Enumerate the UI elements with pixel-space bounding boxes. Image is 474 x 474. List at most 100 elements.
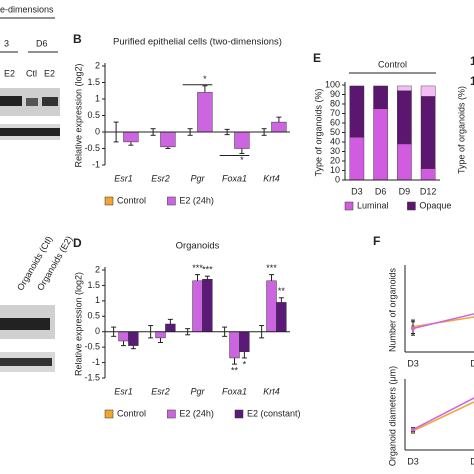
significance: *: [243, 359, 247, 369]
legend-label: Luminal: [357, 200, 389, 210]
legend-label: E2 (constant): [247, 408, 301, 418]
bar: [197, 92, 213, 133]
legend-label: E2 (24h): [179, 195, 214, 205]
blot-header: e-dimensions: [0, 4, 54, 14]
bar-segment: [349, 137, 365, 181]
bar: [234, 131, 250, 149]
line: [412, 313, 474, 330]
x-tick-label: D6: [470, 456, 474, 466]
x-tick-label: D12: [420, 186, 437, 196]
bar-segment: [397, 90, 412, 145]
blot-lane: Ctl: [26, 68, 37, 78]
y-tick-label: 100: [325, 79, 340, 89]
panel-letter: F: [373, 234, 380, 248]
line: [412, 397, 474, 431]
legend-swatch: [104, 196, 114, 206]
bar: [118, 331, 129, 342]
band: [0, 318, 50, 330]
bar-segment: [420, 85, 436, 97]
panel-letter: E: [313, 51, 321, 65]
blot-day: D6: [36, 38, 48, 48]
legend-label: Control: [117, 408, 146, 418]
y-tick-label: 60: [330, 117, 340, 127]
x-tick-label: Foxa1: [222, 386, 247, 396]
bar: [276, 302, 287, 332]
x-tick-label: Krt4: [263, 386, 280, 396]
y-tick-label: 0: [335, 174, 340, 184]
legend-swatch: [234, 409, 244, 419]
group-label: Control: [378, 59, 407, 69]
y-tick-label: 0: [95, 326, 100, 336]
legend-swatch: [407, 201, 416, 211]
y-tick-label: 1: [95, 93, 100, 103]
bar-segment: [420, 96, 436, 169]
band: [26, 98, 38, 106]
y-axis-label: Type of organoids (%): [313, 88, 323, 176]
blot-lane: E2: [4, 68, 15, 78]
bar-segment: [373, 85, 388, 109]
x-tick-label: Pgr: [190, 386, 205, 396]
x-tick-label: D6: [470, 358, 474, 368]
y-axis-label: Relative expression (log2): [73, 63, 83, 167]
bar: [160, 131, 176, 148]
y-tick-label: 40: [330, 136, 340, 146]
blot-day: 3: [4, 38, 9, 48]
y-axis-label: Type of organoids (%): [456, 86, 466, 174]
x-tick-label: Foxa1: [222, 173, 247, 183]
y-tick-label: 90: [330, 89, 340, 99]
band: [42, 97, 58, 106]
panel-letter: D: [73, 236, 82, 250]
x-tick-label: D3: [351, 186, 363, 196]
bar-segment: [397, 85, 412, 91]
x-tick-label: Pgr: [190, 173, 205, 183]
band: [0, 96, 22, 106]
significance: ***: [266, 263, 277, 273]
y-tick-label: 2: [95, 60, 100, 70]
significance: *: [240, 155, 244, 165]
y-tick-label: 1.5: [87, 280, 100, 290]
legend-swatch: [344, 201, 354, 211]
bar-segment: [420, 168, 436, 181]
tick-fragment: 1: [470, 54, 474, 68]
legend-label: Opaque: [419, 200, 451, 210]
legend-label: E2 (24h): [179, 408, 214, 418]
y-tick-label: 0.5: [87, 311, 100, 321]
line: [412, 401, 474, 432]
bar-segment: [397, 143, 412, 181]
blot-lane: E2: [44, 68, 55, 78]
y-axis-label: Organoid diameters (μm): [387, 366, 397, 466]
x-tick-label: Krt4: [263, 173, 280, 183]
bar: [271, 121, 287, 133]
point: [411, 427, 415, 432]
legend-swatch: [167, 409, 176, 419]
band: [0, 358, 52, 366]
y-tick-label: -0.5: [84, 342, 100, 352]
y-tick-label: 20: [330, 155, 340, 165]
legend-swatch: [104, 409, 114, 419]
chart-title: Purified epithelial cells (two-dimension…: [113, 37, 282, 48]
bar: [128, 331, 139, 346]
significance: ***: [192, 263, 203, 273]
x-tick-label: Esr1: [114, 386, 133, 396]
y-tick-label: 1.5: [87, 77, 100, 87]
y-tick-label: -1.5: [84, 372, 100, 382]
y-tick-label: 50: [330, 127, 340, 137]
significance: **: [231, 365, 239, 375]
point: [411, 326, 415, 331]
y-tick-label: 0.5: [87, 110, 100, 120]
x-tick-label: Esr1: [114, 173, 133, 183]
bar: [123, 131, 139, 143]
y-tick-label: 2: [95, 264, 100, 274]
y-axis-label: Relative expression (log2): [73, 272, 83, 376]
significance: ***: [202, 265, 213, 275]
bar-segment: [349, 85, 365, 138]
y-tick-label: 70: [330, 108, 340, 118]
significance: *: [203, 74, 207, 84]
tick-fragment: 1: [470, 74, 474, 88]
legend-label: Control: [117, 195, 146, 205]
y-tick-label: -1: [92, 357, 100, 367]
x-tick-label: D3: [407, 456, 419, 466]
x-tick-label: Esr2: [151, 386, 170, 396]
band: [0, 128, 60, 136]
